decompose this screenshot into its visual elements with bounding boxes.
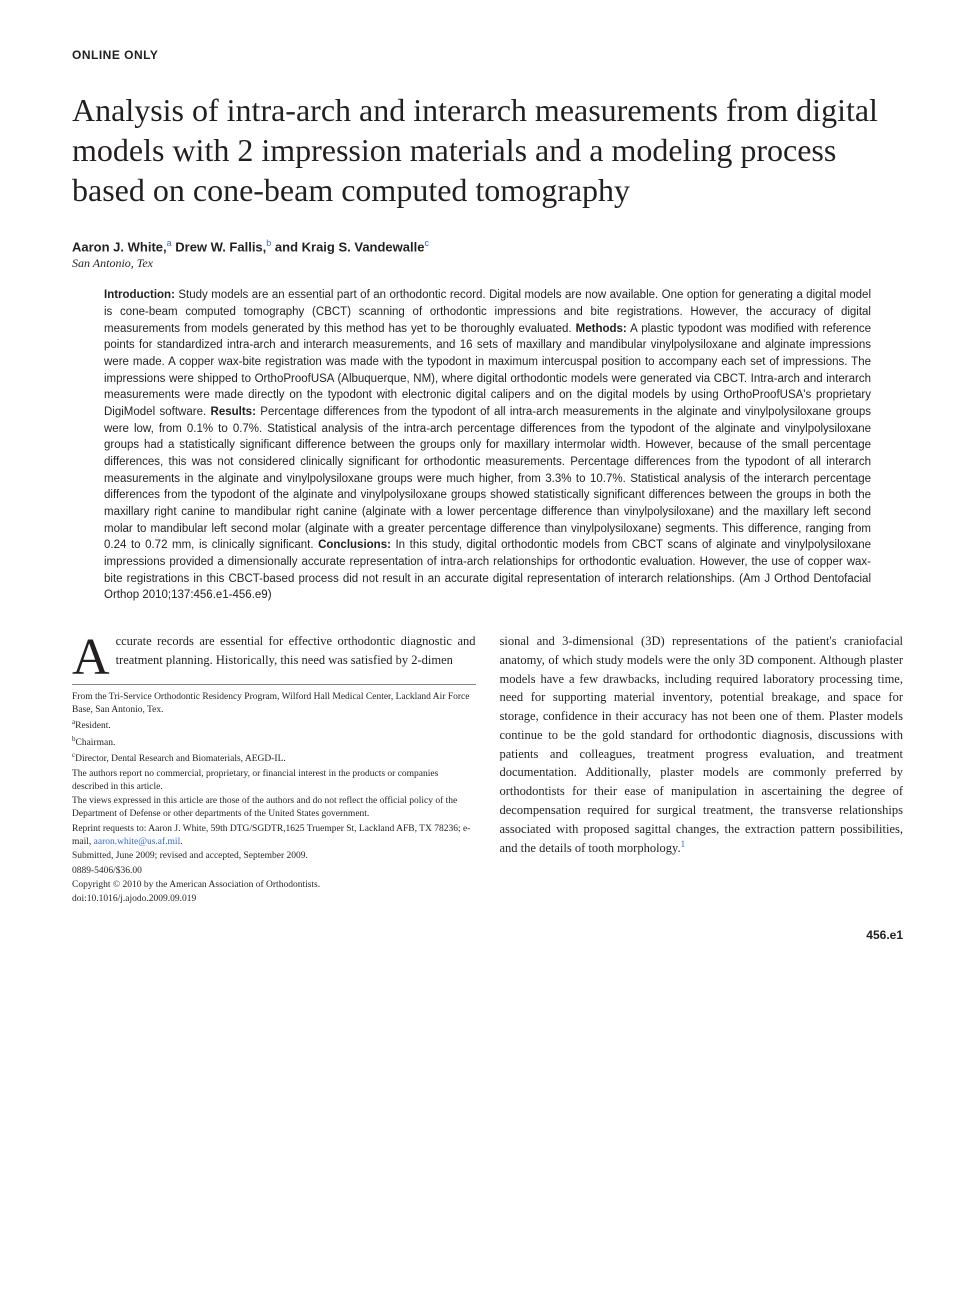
reprint-suffix: . <box>180 837 182 847</box>
footnote-from: From the Tri-Service Orthodontic Residen… <box>72 691 476 718</box>
body-col2-text: sional and 3-dimensional (3D) representa… <box>500 634 904 855</box>
footnote-disclaimer: The views expressed in this article are … <box>72 795 476 822</box>
reprint-email-link[interactable]: aaron.white@us.af.mil <box>94 837 181 847</box>
footnote-c: cDirector, Dental Research and Biomateri… <box>72 751 476 766</box>
footnote-b: bChairman. <box>72 735 476 750</box>
footnote-b-text: Chairman. <box>76 738 116 748</box>
author-affiliation: San Antonio, Tex <box>72 256 903 271</box>
abstract-block: Introduction: Study models are an essent… <box>104 287 871 604</box>
abstract-methods-label: Methods: <box>576 323 627 335</box>
body-two-column: Accurate records are essential for effec… <box>72 632 903 907</box>
footnote-disclosure: The authors report no commercial, propri… <box>72 768 476 795</box>
page-number: 456.e1 <box>72 928 903 942</box>
body-col1-text: ccurate records are essential for effect… <box>116 634 476 667</box>
body-column-left: Accurate records are essential for effec… <box>72 632 476 907</box>
abstract-conclusions-label: Conclusions: <box>318 539 391 551</box>
abstract-methods-text: A plastic typodont was modified with ref… <box>104 323 871 418</box>
citation-ref-1[interactable]: 1 <box>681 839 686 849</box>
footnote-c-text: Director, Dental Research and Biomateria… <box>75 754 286 764</box>
footnote-submitted: Submitted, June 2009; revised and accept… <box>72 850 476 863</box>
dropcap-letter: A <box>72 632 116 680</box>
footnote-copyright: Copyright © 2010 by the American Associa… <box>72 879 476 892</box>
author-list: Aaron J. White,a Drew W. Fallis,b and Kr… <box>72 238 903 254</box>
footnote-block: From the Tri-Service Orthodontic Residen… <box>72 684 476 907</box>
abstract-results-text: Percentage differences from the typodont… <box>104 406 871 551</box>
abstract-results-label: Results: <box>211 406 256 418</box>
body-paragraph-2: sional and 3-dimensional (3D) representa… <box>500 632 904 858</box>
body-column-right: sional and 3-dimensional (3D) representa… <box>500 632 904 907</box>
footnote-doi: doi:10.1016/j.ajodo.2009.09.019 <box>72 893 476 906</box>
article-title: Analysis of intra-arch and interarch mea… <box>72 90 903 210</box>
body-paragraph-1: Accurate records are essential for effec… <box>72 632 476 670</box>
footnote-reprint: Reprint requests to: Aaron J. White, 59t… <box>72 823 476 850</box>
abstract-intro-label: Introduction: <box>104 289 175 301</box>
footnote-issn: 0889-5406/$36.00 <box>72 865 476 878</box>
footnote-a-text: Resident. <box>75 721 111 731</box>
footnote-a: aResident. <box>72 718 476 733</box>
section-label: ONLINE ONLY <box>72 48 903 62</box>
